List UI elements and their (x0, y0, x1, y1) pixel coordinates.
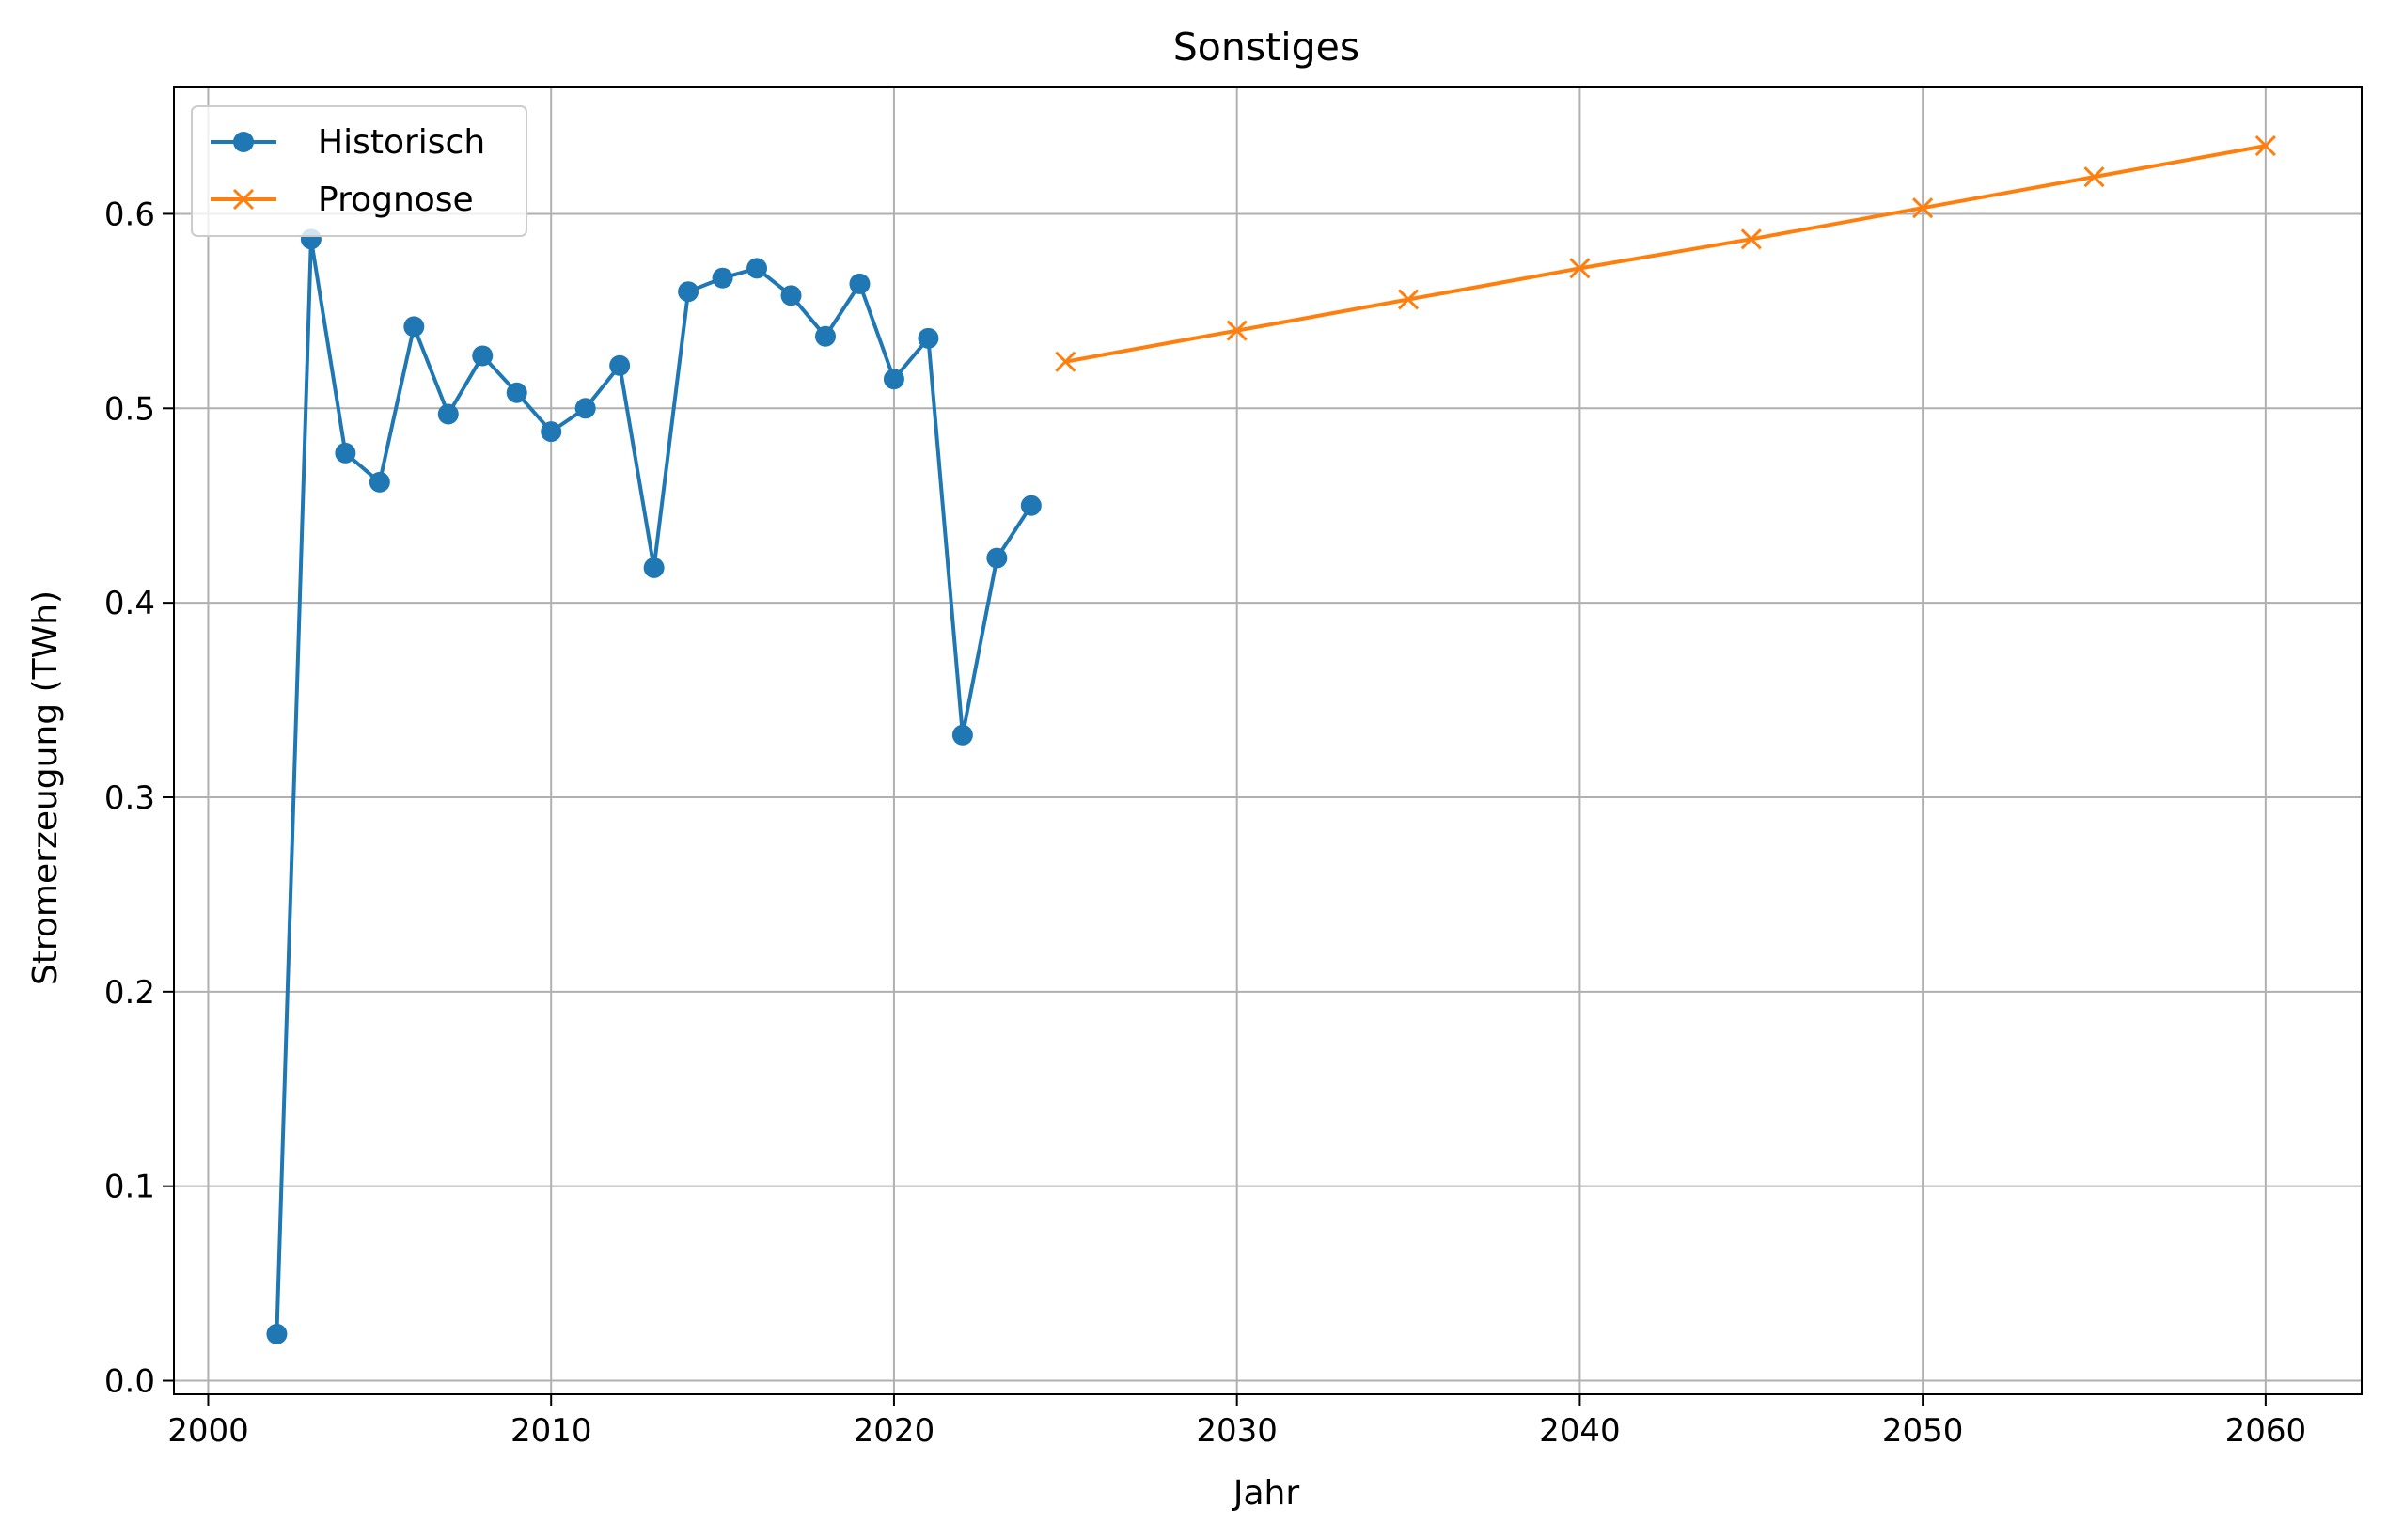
series-layer (266, 134, 2276, 1344)
data-point-prognose (1569, 258, 1591, 279)
data-point-historisch (849, 273, 871, 294)
data-point-historisch (951, 724, 973, 746)
data-point-historisch (437, 403, 459, 425)
x-tick-label: 2000 (167, 1412, 249, 1450)
legend-label-historisch: Historisch (318, 123, 485, 162)
data-point-historisch (403, 316, 425, 338)
data-point-prognose (2254, 134, 2276, 157)
data-point-prognose (2083, 166, 2105, 188)
data-point-prognose (1740, 228, 1762, 250)
data-point-historisch (541, 421, 562, 443)
y-tick-label: 0.4 (104, 585, 155, 622)
data-point-historisch (609, 354, 631, 376)
data-point-historisch (746, 258, 768, 279)
data-point-historisch (369, 471, 390, 493)
legend: Historisch Prognose (191, 105, 527, 237)
y-tick-label: 0.6 (104, 196, 155, 233)
x-tick-label: 2050 (1882, 1412, 1964, 1450)
x-tick-label: 2020 (854, 1412, 935, 1450)
grid (174, 87, 2362, 1394)
data-point-historisch (506, 382, 527, 403)
x-tick-label: 2030 (1196, 1412, 1278, 1450)
plot-frame (173, 86, 2363, 1395)
data-point-historisch (678, 281, 699, 303)
data-point-historisch (883, 369, 904, 390)
legend-marker-prognose (232, 188, 255, 211)
data-point-historisch (986, 547, 1008, 569)
ticks: 2000 2010 2020 2030 2040 2050 2060 0.0 0.1 0.2 0.3… (104, 196, 2306, 1450)
data-point-historisch (1020, 495, 1042, 516)
data-point-historisch (643, 557, 665, 578)
data-point-historisch (918, 327, 939, 349)
data-point-historisch (712, 267, 733, 289)
data-point-historisch (780, 285, 802, 306)
y-tick-label: 0.1 (104, 1169, 155, 1206)
legend-entry-prognose: Prognose (211, 181, 474, 219)
x-tick-label: 2060 (2225, 1412, 2307, 1450)
data-point-historisch (814, 325, 836, 347)
data-point-prognose (1397, 289, 1420, 310)
data-point-prognose (1226, 320, 1248, 341)
y-tick-label: 0.2 (104, 974, 155, 1012)
data-point-historisch (335, 442, 356, 464)
legend-box (191, 105, 527, 237)
legend-label-prognose: Prognose (318, 181, 474, 219)
x-tick-label: 2010 (510, 1412, 592, 1450)
series-line-prognose (1064, 144, 2267, 364)
legend-entry-historisch: Historisch (211, 123, 485, 162)
data-point-prognose (1912, 197, 1934, 219)
data-point-historisch (574, 398, 596, 419)
y-tick-label: 0.3 (104, 779, 155, 817)
chart-title: Sonstiges (1173, 24, 1360, 70)
data-point-historisch (266, 1323, 288, 1344)
y-tick-label: 0.5 (104, 390, 155, 428)
x-tick-label: 2040 (1539, 1412, 1621, 1450)
data-point-prognose (1055, 351, 1076, 372)
y-tick-label: 0.0 (104, 1363, 155, 1401)
legend-marker-historisch (233, 132, 254, 152)
y-axis-label: Stromerzeugung (TWh) (26, 590, 65, 985)
x-axis-label: Jahr (1232, 1474, 1299, 1513)
data-point-historisch (472, 345, 494, 367)
